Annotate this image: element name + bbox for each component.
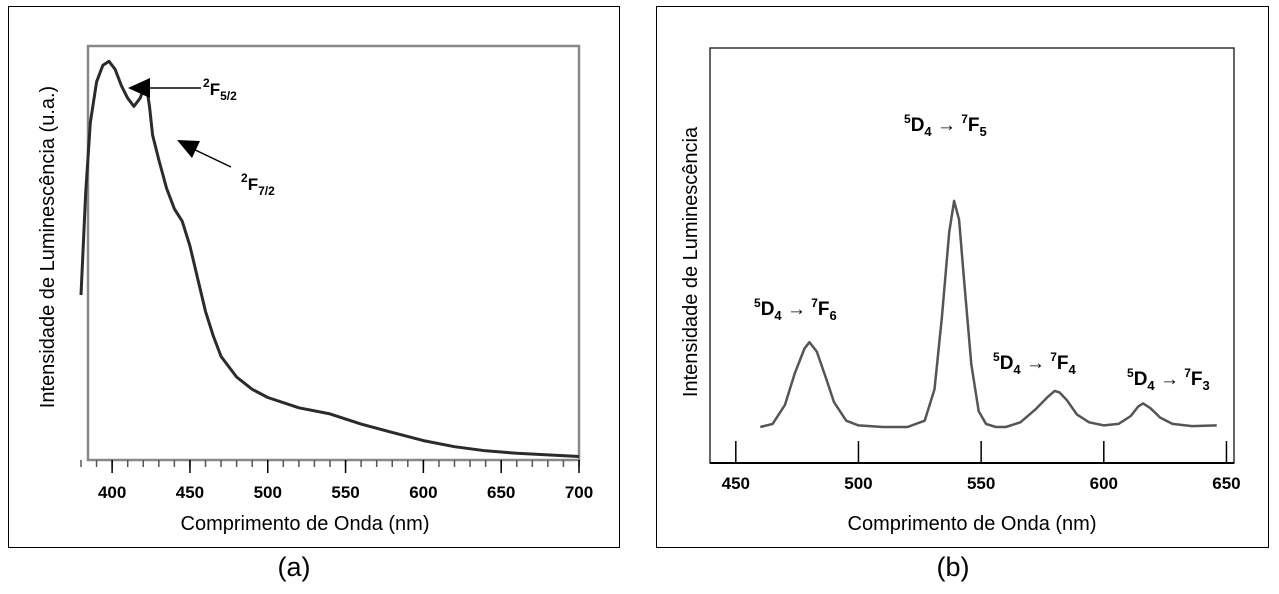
chart-a-y-axis-label: Intensidade de Luminescência (u.a.) bbox=[37, 86, 59, 408]
chart-b-svg: 450 500 550 600 650 5D4 → 7F6 5D4 → 7F5 5D4 … bbox=[680, 47, 1241, 535]
annotation-arrow-f72 bbox=[188, 146, 232, 168]
annotation-label-f72: 2F7/2 bbox=[241, 171, 275, 198]
chart-panel-b: 450 500 550 600 650 5D4 → 7F6 5D4 → 7F5 5D4 … bbox=[656, 6, 1269, 548]
chart-b-x-ticks bbox=[735, 441, 1228, 463]
chart-a-series-line bbox=[79, 59, 580, 458]
annotation-d4-f3: 5D4 → 7F3 bbox=[1127, 366, 1210, 393]
x-tick-label: 550 bbox=[331, 483, 359, 502]
chart-b-y-axis-label: Intensidade de Luminescência bbox=[680, 126, 702, 397]
caption-b: (b) bbox=[936, 552, 970, 582]
x-tick-label: 500 bbox=[254, 483, 282, 502]
chart-a-x-tick-labels: 400 450 500 550 600 650 700 bbox=[98, 483, 593, 502]
annotation-arrowhead-f52 bbox=[128, 78, 150, 98]
x-tick-label: 500 bbox=[844, 474, 872, 493]
annotation-d4-f6: 5D4 → 7F6 bbox=[754, 296, 837, 323]
annotation-arrowhead-f72 bbox=[177, 140, 200, 158]
chart-a-x-axis-label: Comprimento de Onda (nm) bbox=[181, 513, 430, 535]
x-tick-label: 650 bbox=[487, 483, 515, 502]
chart-b-plot-frame bbox=[709, 47, 1235, 464]
x-tick-label: 650 bbox=[1212, 474, 1240, 493]
chart-b-series-line bbox=[759, 199, 1217, 429]
x-tick-label: 450 bbox=[722, 474, 750, 493]
caption-a: (a) bbox=[277, 552, 311, 582]
chart-a-x-ticks bbox=[80, 460, 580, 473]
chart-a-plot-frame bbox=[86, 44, 581, 462]
chart-a-svg: 400 450 500 550 600 650 700 2F5/2 2F7/2 Compri… bbox=[37, 44, 593, 535]
x-tick-label: 600 bbox=[1090, 474, 1118, 493]
x-tick-label: 550 bbox=[967, 474, 995, 493]
x-tick-label: 400 bbox=[98, 483, 126, 502]
x-tick-label: 450 bbox=[176, 483, 204, 502]
x-tick-label: 600 bbox=[409, 483, 437, 502]
annotation-d4-f5: 5D4 → 7F5 bbox=[904, 112, 987, 139]
chart-b-x-axis-label: Comprimento de Onda (nm) bbox=[848, 513, 1097, 535]
annotation-label-f52: 2F5/2 bbox=[203, 76, 237, 103]
chart-b-x-tick-labels: 450 500 550 600 650 bbox=[722, 474, 1241, 493]
annotation-d4-f4: 5D4 → 7F4 bbox=[993, 350, 1077, 377]
chart-panel-a: 400 450 500 550 600 650 700 2F5/2 2F7/2 Compri… bbox=[8, 6, 620, 548]
x-tick-label: 700 bbox=[565, 483, 593, 502]
